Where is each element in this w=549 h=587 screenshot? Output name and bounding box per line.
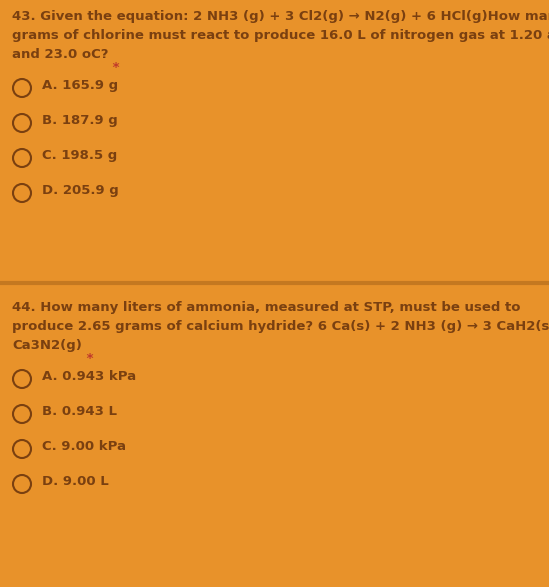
Text: *: * xyxy=(82,352,93,365)
Text: D. 9.00 L: D. 9.00 L xyxy=(42,475,109,488)
Text: D. 205.9 g: D. 205.9 g xyxy=(42,184,119,197)
Text: grams of chlorine must react to produce 16.0 L of nitrogen gas at 1.20 atm: grams of chlorine must react to produce … xyxy=(12,29,549,42)
Text: *: * xyxy=(109,61,120,74)
Text: produce 2.65 grams of calcium hydride? 6 Ca(s) + 2 NH3 (g) → 3 CaH2(s) +: produce 2.65 grams of calcium hydride? 6… xyxy=(12,320,549,333)
Text: A. 165.9 g: A. 165.9 g xyxy=(42,79,118,92)
Text: A. 0.943 kPa: A. 0.943 kPa xyxy=(42,370,136,383)
Text: B. 187.9 g: B. 187.9 g xyxy=(42,114,117,127)
Text: 44. How many liters of ammonia, measured at STP, must be used to: 44. How many liters of ammonia, measured… xyxy=(12,301,520,314)
Text: C. 198.5 g: C. 198.5 g xyxy=(42,149,117,162)
Text: Ca3N2(g): Ca3N2(g) xyxy=(12,339,82,352)
Text: B. 0.943 L: B. 0.943 L xyxy=(42,405,117,418)
Text: and 23.0 oC?: and 23.0 oC? xyxy=(12,48,109,61)
Text: C. 9.00 kPa: C. 9.00 kPa xyxy=(42,440,126,453)
Text: 43. Given the equation: 2 NH3 (g) + 3 Cl2(g) → N2(g) + 6 HCl(g)How many: 43. Given the equation: 2 NH3 (g) + 3 Cl… xyxy=(12,10,549,23)
